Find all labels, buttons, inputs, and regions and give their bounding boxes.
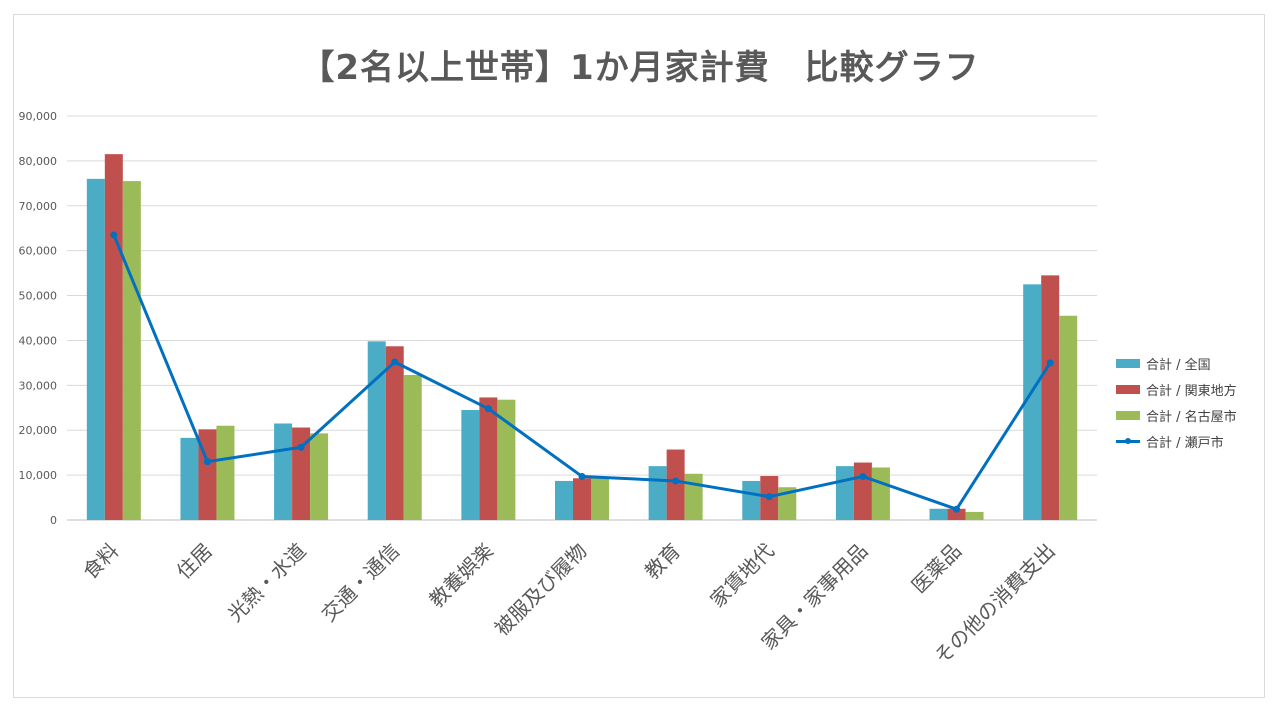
bar [180, 437, 199, 520]
bar [648, 466, 667, 520]
bar [461, 410, 480, 520]
bar [385, 346, 404, 520]
y-tick-label: 20,000 [19, 424, 58, 437]
chart-legend: 合計 / 全国 合計 / 関東地方 合計 / 名古屋市 合計 / 瀬戸市 [1116, 350, 1266, 454]
x-category-label: 被服及び履物 [490, 539, 592, 641]
line-point [672, 477, 680, 485]
legend-item-kanto: 合計 / 関東地方 [1116, 376, 1266, 402]
bar [403, 375, 422, 520]
bar [853, 462, 872, 520]
line-point [859, 472, 867, 480]
bar [216, 425, 235, 520]
line-point [578, 472, 586, 480]
bar [367, 341, 386, 520]
x-category-label: 教養娯楽 [424, 539, 498, 613]
bar [104, 154, 123, 520]
bar [965, 511, 984, 520]
bar [742, 480, 761, 520]
bar [684, 473, 703, 520]
bar [1059, 315, 1078, 520]
bar [778, 487, 797, 520]
line-point [391, 358, 399, 366]
y-tick-label: 10,000 [19, 469, 58, 482]
bar [122, 181, 141, 521]
y-tick-label: 90,000 [19, 110, 58, 123]
bar [274, 423, 293, 520]
x-category-label: 医薬品 [907, 539, 966, 598]
y-tick-label: 30,000 [19, 379, 58, 392]
bar [310, 433, 329, 520]
legend-label-nagoya: 合計 / 名古屋市 [1146, 409, 1237, 425]
line-point [1046, 359, 1054, 367]
bar [929, 508, 948, 520]
legend-swatch-kanto [1116, 384, 1140, 394]
legend-item-seto: 合計 / 瀬戸市 [1116, 428, 1266, 454]
y-tick-label: 70,000 [19, 200, 58, 213]
legend-item-zenkoku: 合計 / 全国 [1116, 350, 1266, 376]
legend-swatch-seto [1116, 437, 1140, 446]
y-tick-label: 60,000 [19, 245, 58, 258]
line-point [484, 405, 492, 413]
bar [835, 466, 854, 520]
bar [1041, 275, 1060, 520]
line-point [297, 443, 305, 451]
bar [573, 478, 591, 520]
bar [871, 467, 890, 520]
x-category-label: 光熱・水道 [223, 539, 311, 627]
y-tick-label: 80,000 [19, 155, 58, 168]
x-category-label: 住居 [172, 539, 217, 584]
chart-title: 【2名以上世帯】1か月家計費 比較グラフ [300, 48, 980, 88]
x-category-label: 食料 [78, 539, 123, 584]
x-category-label: 家賃地代 [705, 539, 779, 613]
bar [555, 480, 573, 520]
bar [591, 477, 609, 520]
x-category-label: 交通・通信 [317, 539, 405, 627]
line-point [203, 458, 211, 466]
y-tick-label: 0 [50, 514, 57, 527]
bar [497, 399, 516, 520]
legend-item-nagoya: 合計 / 名古屋市 [1116, 402, 1266, 428]
y-tick-label: 40,000 [19, 334, 58, 347]
legend-swatch-nagoya [1116, 410, 1140, 420]
y-tick-label: 50,000 [19, 290, 58, 303]
x-category-label: 教育 [640, 539, 685, 584]
bar [292, 427, 311, 520]
bar [86, 178, 105, 520]
bar [947, 508, 966, 520]
line-point [110, 231, 118, 239]
line-point [953, 505, 961, 513]
legend-label-kanto: 合計 / 関東地方 [1146, 383, 1237, 399]
series-line [112, 234, 1052, 511]
legend-swatch-zenkoku [1116, 358, 1140, 368]
legend-label-zenkoku: 合計 / 全国 [1146, 357, 1211, 373]
line-point [765, 493, 773, 501]
bar [666, 449, 685, 520]
legend-label-seto: 合計 / 瀬戸市 [1146, 435, 1224, 451]
bar [1023, 284, 1042, 520]
bar [479, 397, 498, 520]
